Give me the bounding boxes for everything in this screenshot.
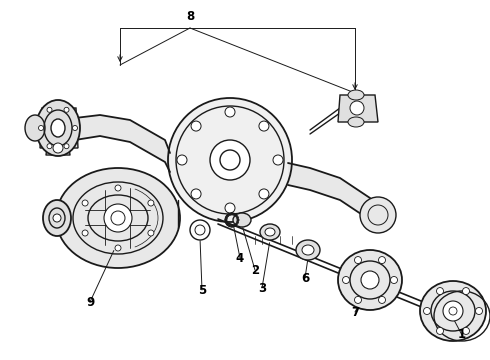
Circle shape xyxy=(225,216,228,219)
Circle shape xyxy=(236,216,239,219)
Text: 2: 2 xyxy=(251,264,259,276)
Circle shape xyxy=(228,224,231,227)
Ellipse shape xyxy=(420,281,486,341)
Text: 4: 4 xyxy=(236,252,244,265)
Circle shape xyxy=(228,213,231,216)
Circle shape xyxy=(111,211,125,225)
Ellipse shape xyxy=(265,228,275,236)
Circle shape xyxy=(273,155,283,165)
Circle shape xyxy=(343,276,349,284)
Circle shape xyxy=(148,230,154,236)
Circle shape xyxy=(354,296,362,303)
Circle shape xyxy=(47,107,52,112)
Text: 5: 5 xyxy=(198,284,206,297)
Text: 9: 9 xyxy=(86,296,94,309)
Circle shape xyxy=(233,224,236,227)
Circle shape xyxy=(64,107,69,112)
Ellipse shape xyxy=(348,117,364,127)
Text: 6: 6 xyxy=(301,271,309,284)
Circle shape xyxy=(235,223,238,225)
Circle shape xyxy=(235,215,238,217)
Circle shape xyxy=(53,214,61,222)
Circle shape xyxy=(226,215,229,217)
Ellipse shape xyxy=(56,168,180,268)
Circle shape xyxy=(82,230,88,236)
Polygon shape xyxy=(288,163,378,228)
Circle shape xyxy=(64,144,69,149)
Circle shape xyxy=(475,307,483,315)
Circle shape xyxy=(191,121,201,131)
Circle shape xyxy=(378,296,386,303)
Ellipse shape xyxy=(302,245,314,255)
Circle shape xyxy=(47,144,52,149)
Circle shape xyxy=(190,220,210,240)
Circle shape xyxy=(210,140,250,180)
Circle shape xyxy=(237,219,239,221)
Circle shape xyxy=(191,189,201,199)
Text: 1: 1 xyxy=(458,328,466,342)
Circle shape xyxy=(115,185,121,191)
Polygon shape xyxy=(40,108,78,148)
Circle shape xyxy=(177,155,187,165)
Text: 7: 7 xyxy=(351,306,359,319)
Polygon shape xyxy=(75,115,170,172)
Circle shape xyxy=(220,150,240,170)
Circle shape xyxy=(233,213,236,216)
Circle shape xyxy=(350,101,364,115)
Circle shape xyxy=(225,221,228,224)
Polygon shape xyxy=(338,95,378,122)
Circle shape xyxy=(360,197,396,233)
Circle shape xyxy=(463,327,469,334)
Text: 8: 8 xyxy=(186,9,194,23)
Ellipse shape xyxy=(233,213,251,227)
Ellipse shape xyxy=(25,115,45,141)
Circle shape xyxy=(443,301,463,321)
Circle shape xyxy=(236,221,239,224)
Circle shape xyxy=(225,203,235,213)
Ellipse shape xyxy=(51,119,65,137)
Ellipse shape xyxy=(338,250,402,310)
Circle shape xyxy=(104,204,132,232)
Circle shape xyxy=(231,213,233,215)
Circle shape xyxy=(115,245,121,251)
Circle shape xyxy=(231,225,233,227)
Circle shape xyxy=(226,223,229,225)
Ellipse shape xyxy=(43,200,71,236)
Circle shape xyxy=(361,271,379,289)
Circle shape xyxy=(148,200,154,206)
Circle shape xyxy=(463,288,469,294)
Circle shape xyxy=(259,121,269,131)
Circle shape xyxy=(437,288,443,294)
Circle shape xyxy=(225,107,235,117)
Circle shape xyxy=(423,307,431,315)
Circle shape xyxy=(225,219,227,221)
Circle shape xyxy=(39,126,44,131)
Ellipse shape xyxy=(260,224,280,240)
Ellipse shape xyxy=(348,90,364,100)
Ellipse shape xyxy=(36,100,80,156)
Circle shape xyxy=(354,257,362,264)
Circle shape xyxy=(437,327,443,334)
Circle shape xyxy=(82,200,88,206)
Circle shape xyxy=(73,126,77,131)
Text: 3: 3 xyxy=(258,282,266,294)
Circle shape xyxy=(53,143,63,153)
Circle shape xyxy=(168,98,292,222)
Circle shape xyxy=(259,189,269,199)
Circle shape xyxy=(378,257,386,264)
Circle shape xyxy=(391,276,397,284)
Ellipse shape xyxy=(296,240,320,260)
Circle shape xyxy=(449,307,457,315)
